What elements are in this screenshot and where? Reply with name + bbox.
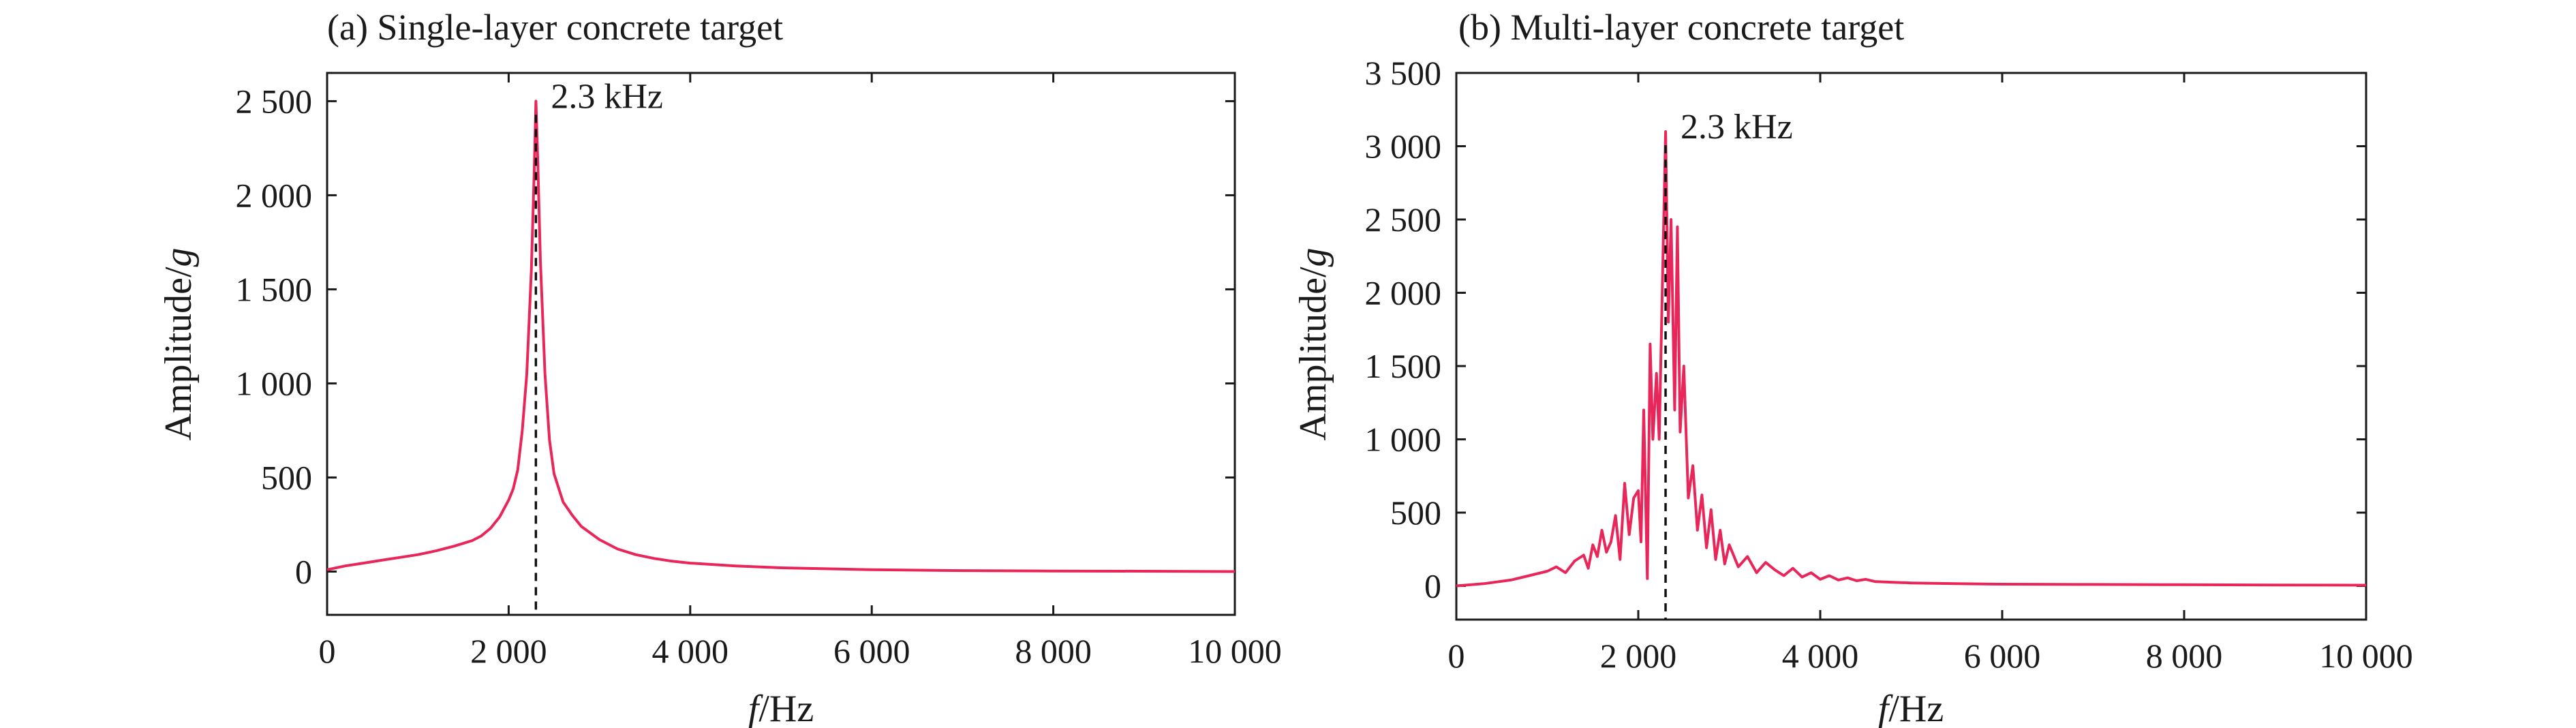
y-tick-label: 500 (261, 458, 312, 496)
y-axis-variable: g (1292, 247, 1334, 267)
plot-frame (1455, 72, 2367, 621)
chart-title: (a) Single-layer concrete target (327, 7, 783, 48)
x-axis-label: f/Hz (1878, 688, 1944, 728)
x-tick-label: 4 000 (652, 632, 729, 670)
y-ticks: 0 500 1 000 1 500 2 000 2 500 3 000 3 500 (1365, 54, 2366, 605)
x-axis-unit: /Hz (758, 688, 814, 728)
y-tick-label: 2 500 (1365, 200, 1442, 239)
y-axis-text: Amplitude/ (157, 267, 200, 441)
y-tick-label: 1 000 (236, 364, 313, 402)
y-tick-label: 2 500 (236, 82, 313, 120)
y-tick-label: 3 000 (1365, 127, 1442, 166)
x-tick-label: 2 000 (1600, 637, 1677, 675)
y-axis-text: Amplitude/ (1292, 267, 1334, 441)
x-tick-label: 10 000 (2319, 637, 2413, 675)
x-tick-label: 0 (319, 632, 336, 670)
y-axis-label: Amplitude/g (157, 247, 200, 440)
series-line (1456, 130, 2367, 588)
y-tick-label: 3 500 (1365, 54, 1442, 92)
y-ticks: 0 500 1 000 1 500 2 000 2 500 (236, 82, 1235, 591)
y-tick-label: 2 000 (236, 176, 313, 214)
x-axis-unit: /Hz (1888, 688, 1944, 728)
y-tick-label: 2 000 (1365, 274, 1442, 312)
series-line (326, 100, 1236, 573)
y-tick-label: 0 (1424, 567, 1441, 605)
peak-annotation: 2.3 kHz (551, 77, 663, 116)
y-tick-label: 1 500 (1365, 347, 1442, 385)
x-tick-label: 2 000 (470, 632, 547, 670)
panel-single-layer: (a) Single-layer concrete target 0 2 000 4… (157, 7, 1282, 728)
x-tick-label: 6 000 (833, 632, 910, 670)
x-tick-label: 4 000 (1782, 637, 1859, 675)
x-tick-label: 6 000 (1964, 637, 2041, 675)
y-tick-label: 1 000 (1365, 421, 1442, 459)
y-axis-label: Amplitude/g (1292, 247, 1334, 440)
y-axis-variable: g (157, 247, 200, 267)
plot-frame (326, 72, 1236, 616)
x-ticks: 0 2 000 4 000 6 000 8 000 10 000 (1448, 73, 2413, 675)
chart-title: (b) Multi-layer concrete target (1458, 7, 1904, 48)
x-ticks: 0 2 000 4 000 6 000 8 000 10 000 (319, 73, 1282, 670)
x-tick-label: 10 000 (1188, 632, 1282, 670)
y-tick-label: 1 500 (236, 270, 313, 308)
x-tick-label: 8 000 (1015, 632, 1092, 670)
peak-annotation: 2.3 kHz (1681, 108, 1793, 147)
y-tick-label: 500 (1390, 494, 1441, 532)
x-axis-label: f/Hz (748, 688, 814, 728)
x-tick-label: 8 000 (2146, 637, 2223, 675)
y-tick-label: 0 (295, 553, 312, 591)
x-tick-label: 0 (1448, 637, 1465, 675)
panel-multi-layer: (b) Multi-layer concrete target 0 2 000 4 … (1292, 7, 2413, 728)
